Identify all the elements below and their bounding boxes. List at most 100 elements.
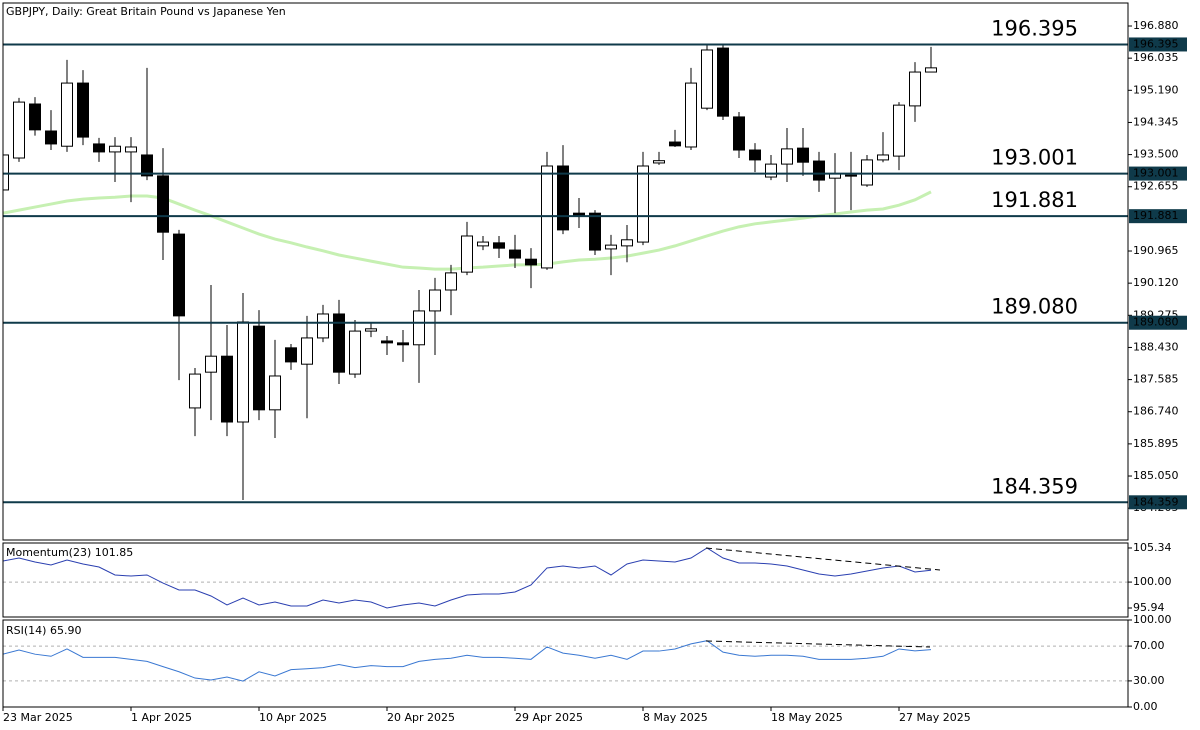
- panel: [3, 547, 1128, 609]
- x-tick-label: 29 Apr 2025: [515, 711, 583, 724]
- candle-body: [269, 375, 281, 411]
- level-badge-label: 184.359: [1133, 495, 1179, 508]
- y-tick-label: 196.035: [1133, 51, 1179, 64]
- candle-body: [45, 130, 57, 145]
- level-badge: [1129, 166, 1187, 181]
- y-tick-label: 100.00: [1133, 613, 1172, 626]
- y-tick-label: 192.655: [1133, 180, 1179, 193]
- candle-body: [621, 239, 633, 247]
- candle-body: [125, 146, 137, 153]
- indicator-line: [3, 547, 932, 609]
- candle-body: [365, 328, 377, 332]
- momentum-panel-frame: [2, 542, 1129, 618]
- rsi-trendline: [705, 640, 931, 648]
- candle-body: [717, 47, 729, 117]
- candle-body: [653, 160, 665, 164]
- candle-body: [893, 104, 905, 157]
- candle-body: [237, 321, 249, 423]
- candle-body: [141, 154, 153, 177]
- candle-body: [253, 325, 265, 411]
- x-tick-label: 27 May 2025: [899, 711, 971, 724]
- level-label: 189.080: [991, 295, 1078, 319]
- chart-title: GBPJPY, Daily: Great Britain Pound vs Ja…: [6, 5, 286, 18]
- candle-body: [349, 330, 361, 375]
- candle-body: [93, 143, 105, 153]
- y-tick-label: 187.585: [1133, 373, 1179, 386]
- panel: [3, 640, 1128, 682]
- candle-body: [173, 233, 185, 317]
- x-tick-label: 18 May 2025: [771, 711, 843, 724]
- level-badge-label: 189.080: [1133, 316, 1179, 329]
- candle-body: [829, 173, 841, 179]
- candle-body: [797, 147, 809, 163]
- y-tick-label: 0.00: [1133, 700, 1158, 713]
- candle-body: [221, 355, 233, 423]
- y-tick-label: 188.430: [1133, 340, 1179, 353]
- rsi-title: RSI(14) 65.90: [6, 624, 81, 637]
- panel: [3, 45, 937, 500]
- candle-body: [397, 342, 409, 346]
- candle-body: [205, 355, 217, 373]
- y-tick-label: 185.050: [1133, 469, 1179, 482]
- candle-body: [685, 82, 697, 148]
- candle-body: [861, 159, 873, 186]
- candle-body: [29, 103, 41, 131]
- candle-body: [573, 212, 585, 216]
- x-tick-label: 20 Apr 2025: [387, 711, 455, 724]
- level-badge: [1129, 315, 1187, 330]
- candle-body: [429, 289, 441, 312]
- candle-body: [157, 175, 169, 233]
- candle-body: [61, 82, 73, 147]
- main-panel-frame: [2, 2, 1129, 541]
- candle-body: [925, 67, 937, 73]
- candle-body: [733, 116, 745, 151]
- y-tick-label: 186.740: [1133, 405, 1179, 418]
- candle-body: [509, 249, 521, 259]
- candle-body: [493, 242, 505, 249]
- level-badge: [1129, 209, 1187, 224]
- candle-body: [317, 313, 329, 339]
- level-label: 196.395: [991, 16, 1078, 40]
- x-tick-label: 10 Apr 2025: [259, 711, 327, 724]
- y-tick-label: 105.34: [1133, 541, 1172, 554]
- level-label: 184.359: [991, 474, 1078, 498]
- y-tick-label: 195.190: [1133, 83, 1179, 96]
- candle-body: [301, 337, 313, 365]
- candle-body: [877, 154, 889, 161]
- candle-body: [189, 373, 201, 409]
- candle-body: [109, 145, 121, 153]
- candle-body: [845, 174, 857, 177]
- candle-body: [765, 163, 777, 178]
- y-tick-label: 70.00: [1133, 639, 1165, 652]
- level-badge-label: 193.001: [1133, 167, 1179, 180]
- candle-body: [333, 313, 345, 373]
- level-badge-label: 191.881: [1133, 209, 1179, 222]
- candle-body: [413, 310, 425, 346]
- candle-body: [589, 212, 601, 251]
- candle-body: [605, 244, 617, 250]
- y-tick-label: 194.345: [1133, 115, 1179, 128]
- level-badge: [1129, 495, 1187, 510]
- momentum-trendline: [705, 547, 941, 571]
- candle-body: [381, 340, 393, 344]
- candle-body: [557, 165, 569, 231]
- y-tick-label: 196.880: [1133, 19, 1179, 32]
- indicator-line: [3, 640, 932, 682]
- candle-body: [285, 347, 297, 363]
- candle-body: [909, 71, 921, 107]
- candle-body: [525, 258, 537, 266]
- momentum-title: Momentum(23) 101.85: [6, 546, 133, 559]
- candle-body: [637, 165, 649, 243]
- y-tick-label: 30.00: [1133, 674, 1165, 687]
- candle-body: [3, 154, 9, 191]
- candle-body: [669, 141, 681, 147]
- candle-body: [701, 49, 713, 109]
- candle-body: [13, 101, 25, 159]
- y-tick-label: 190.965: [1133, 244, 1179, 257]
- x-tick-label: 8 May 2025: [643, 711, 708, 724]
- candle-body: [749, 149, 761, 161]
- y-tick-label: 95.94: [1133, 601, 1165, 614]
- rsi-panel-frame: [2, 619, 1129, 708]
- candle-body: [813, 160, 825, 181]
